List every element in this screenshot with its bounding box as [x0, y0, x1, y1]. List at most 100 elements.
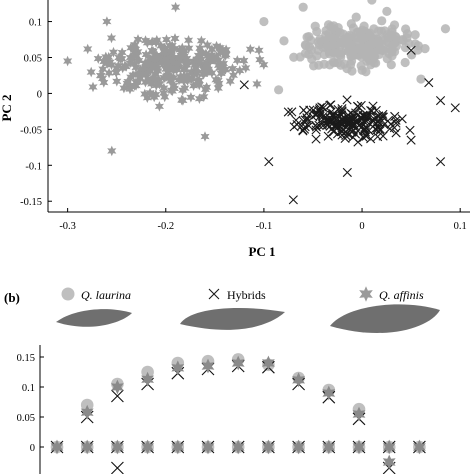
data-point — [255, 54, 265, 65]
data-point — [99, 77, 109, 88]
data-point — [125, 57, 135, 69]
data-point — [326, 22, 336, 32]
data-point — [201, 358, 215, 374]
data-point — [220, 64, 230, 76]
data-point — [147, 36, 157, 48]
y-tick-label: 0.1 — [29, 18, 42, 29]
data-point — [154, 74, 164, 85]
data-point — [300, 40, 310, 50]
data-point — [195, 42, 205, 54]
y-tick-label: -0.15 — [20, 197, 42, 208]
data-point — [88, 81, 98, 93]
data-point — [186, 92, 196, 103]
data-point — [111, 439, 124, 455]
data-point — [174, 74, 184, 86]
data-point — [367, 0, 377, 5]
data-point — [239, 80, 249, 90]
leaf-icon-laurina — [56, 309, 132, 327]
data-point — [356, 100, 366, 111]
data-point — [154, 101, 164, 112]
data-point — [129, 47, 139, 58]
data-point — [160, 91, 170, 103]
data-point — [264, 157, 274, 167]
x-tick-label: 0.1 — [454, 221, 467, 232]
data-point — [360, 124, 370, 135]
data-point — [153, 65, 163, 77]
data-point — [171, 63, 181, 74]
data-point — [148, 46, 158, 57]
data-point — [133, 34, 143, 45]
data-point — [311, 125, 321, 135]
data-point — [371, 105, 381, 116]
data-point — [125, 83, 135, 95]
data-point — [397, 114, 407, 124]
data-point — [305, 105, 315, 115]
data-point — [140, 76, 150, 88]
data-point — [352, 406, 366, 422]
shape-points — [50, 353, 426, 474]
data-point — [338, 29, 348, 39]
data-point — [166, 62, 176, 74]
data-point — [320, 112, 330, 122]
data-point — [289, 52, 299, 62]
data-point — [407, 50, 417, 60]
data-point — [259, 59, 269, 70]
data-point — [319, 49, 330, 60]
data-point — [232, 55, 242, 66]
data-point — [202, 82, 212, 93]
panel-b-label: (b) — [4, 290, 20, 305]
data-point — [279, 36, 289, 46]
data-point — [179, 70, 189, 82]
x-tick-label: -0.3 — [59, 221, 76, 232]
data-point — [156, 40, 166, 52]
data-point — [323, 131, 333, 141]
series-circle — [259, 0, 451, 95]
data-point — [317, 102, 327, 112]
data-point — [102, 58, 112, 69]
data-point — [176, 50, 186, 61]
legend-marker-circle — [61, 287, 75, 301]
data-point — [138, 63, 148, 75]
data-point — [150, 73, 160, 84]
y-tick-label: -0.05 — [20, 125, 42, 136]
data-point — [171, 1, 181, 13]
data-point — [152, 34, 162, 46]
data-point — [147, 78, 157, 90]
data-point — [161, 34, 172, 45]
data-point — [274, 85, 284, 95]
pca-axes: -0.15 -0.1 -0.05 0 0.05 0.1 -0.3 -0.2 -0.1 0 0.1 — [20, 0, 470, 232]
data-point — [160, 47, 170, 59]
data-point — [199, 69, 209, 80]
data-point — [181, 54, 191, 65]
data-point — [186, 72, 197, 83]
data-point — [231, 355, 245, 371]
data-point — [292, 372, 305, 388]
data-point — [200, 131, 210, 142]
data-point — [50, 439, 64, 455]
data-point — [107, 59, 117, 71]
data-point — [133, 68, 143, 80]
data-point — [357, 65, 367, 75]
data-point — [181, 73, 191, 85]
data-point — [302, 32, 312, 42]
data-point — [321, 115, 331, 126]
data-point — [262, 355, 275, 371]
data-point — [83, 43, 93, 55]
data-point — [424, 78, 434, 88]
data-point — [299, 124, 310, 134]
leaf-icon-hybrid — [180, 308, 285, 330]
data-point — [142, 92, 152, 103]
data-point — [142, 37, 152, 49]
data-point — [130, 39, 140, 51]
data-point — [312, 26, 322, 37]
data-point — [168, 56, 178, 68]
data-point — [125, 52, 135, 63]
data-point — [366, 134, 376, 144]
data-point — [410, 39, 420, 49]
y-tick-label: 0 — [37, 89, 42, 100]
data-point — [364, 126, 374, 136]
data-point — [364, 42, 374, 52]
data-point — [198, 47, 208, 59]
data-point — [213, 54, 223, 66]
data-point — [227, 63, 238, 74]
